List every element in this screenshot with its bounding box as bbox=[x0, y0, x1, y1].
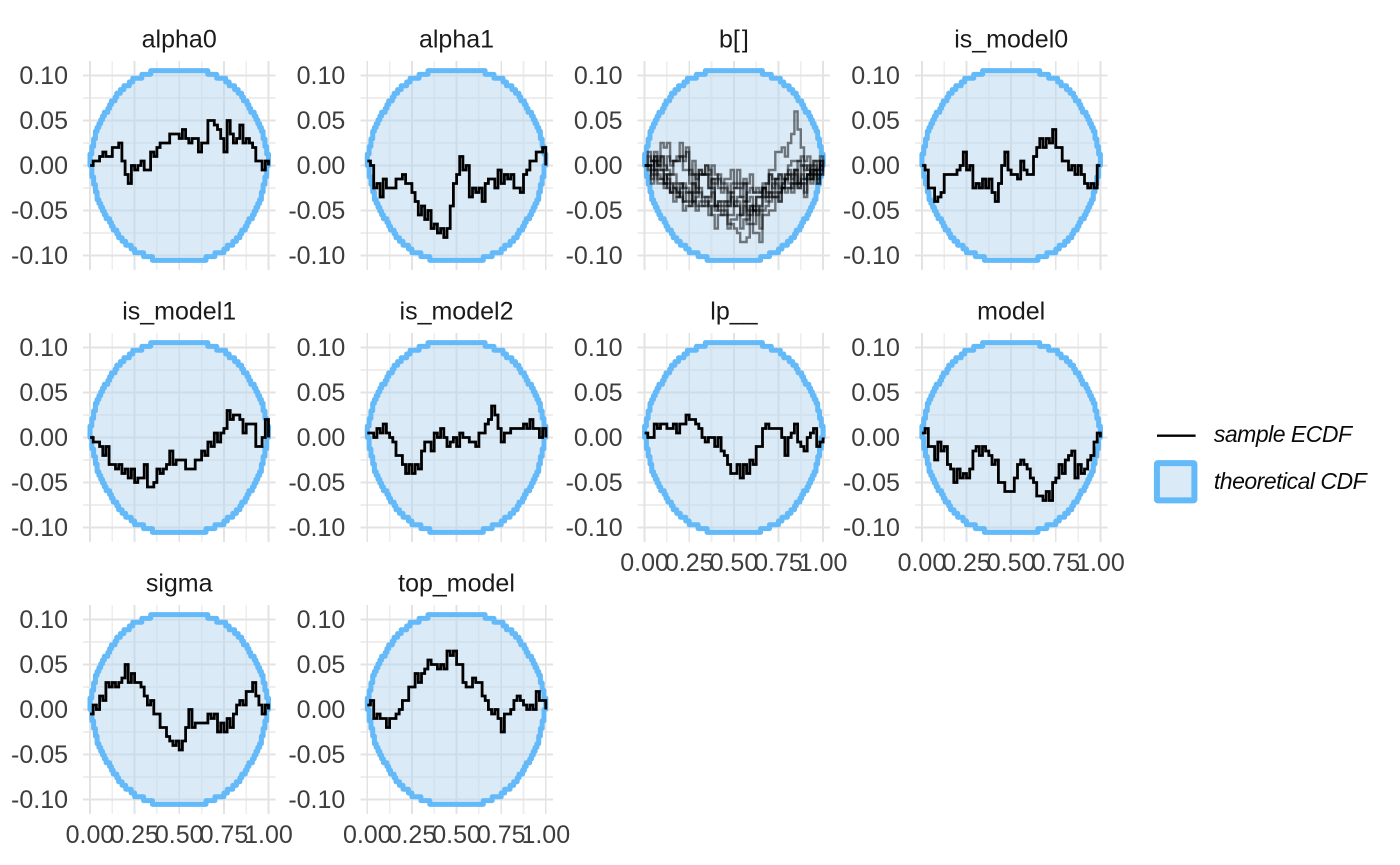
svg-text:0.05: 0.05 bbox=[19, 107, 68, 135]
svg-text:-0.05: -0.05 bbox=[11, 741, 68, 769]
svg-text:0.10: 0.10 bbox=[297, 606, 346, 634]
svg-text:-0.05: -0.05 bbox=[11, 197, 68, 225]
svg-text:-0.10: -0.10 bbox=[843, 242, 900, 270]
svg-text:sample ECDF: sample ECDF bbox=[1214, 421, 1354, 447]
svg-text:0.00: 0.00 bbox=[851, 152, 900, 180]
svg-text:0.00: 0.00 bbox=[19, 696, 68, 724]
svg-text:0.00: 0.00 bbox=[620, 549, 669, 577]
svg-text:0.50: 0.50 bbox=[155, 821, 204, 849]
svg-text:0.25: 0.25 bbox=[665, 549, 714, 577]
svg-text:alpha1: alpha1 bbox=[419, 25, 494, 53]
svg-text:is_model0: is_model0 bbox=[954, 25, 1068, 53]
svg-text:0.00: 0.00 bbox=[297, 696, 346, 724]
svg-text:-0.10: -0.10 bbox=[843, 514, 900, 542]
svg-text:sigma: sigma bbox=[146, 569, 213, 597]
svg-text:0.05: 0.05 bbox=[851, 379, 900, 407]
svg-text:-0.05: -0.05 bbox=[843, 469, 900, 497]
svg-text:0.75: 0.75 bbox=[200, 821, 249, 849]
svg-text:is_model1: is_model1 bbox=[122, 297, 236, 325]
svg-text:0.25: 0.25 bbox=[110, 821, 159, 849]
svg-text:0.00: 0.00 bbox=[297, 152, 346, 180]
svg-text:1.00: 1.00 bbox=[244, 821, 293, 849]
svg-text:0.50: 0.50 bbox=[710, 549, 759, 577]
svg-text:0.05: 0.05 bbox=[297, 107, 346, 135]
svg-text:0.10: 0.10 bbox=[19, 334, 68, 362]
svg-text:0.10: 0.10 bbox=[574, 62, 623, 90]
svg-text:0.10: 0.10 bbox=[19, 62, 68, 90]
svg-text:0.05: 0.05 bbox=[574, 379, 623, 407]
svg-text:model: model bbox=[977, 297, 1045, 325]
svg-text:is_model2: is_model2 bbox=[400, 297, 514, 325]
svg-text:-0.10: -0.10 bbox=[11, 786, 68, 814]
svg-text:-0.05: -0.05 bbox=[288, 197, 345, 225]
svg-text:0.10: 0.10 bbox=[297, 334, 346, 362]
svg-text:-0.10: -0.10 bbox=[566, 514, 623, 542]
svg-text:-0.05: -0.05 bbox=[566, 197, 623, 225]
svg-text:lp__: lp__ bbox=[710, 297, 758, 325]
svg-text:-0.05: -0.05 bbox=[566, 469, 623, 497]
svg-text:0.00: 0.00 bbox=[19, 152, 68, 180]
svg-text:0.10: 0.10 bbox=[19, 606, 68, 634]
svg-text:1.00: 1.00 bbox=[521, 821, 570, 849]
svg-text:0.05: 0.05 bbox=[297, 379, 346, 407]
svg-text:-0.10: -0.10 bbox=[288, 786, 345, 814]
svg-text:1.00: 1.00 bbox=[1076, 549, 1125, 577]
svg-text:0.10: 0.10 bbox=[851, 334, 900, 362]
svg-text:1.00: 1.00 bbox=[799, 549, 848, 577]
svg-text:0.10: 0.10 bbox=[851, 62, 900, 90]
svg-text:alpha0: alpha0 bbox=[142, 25, 217, 53]
svg-text:0.75: 0.75 bbox=[1031, 549, 1080, 577]
svg-text:0.75: 0.75 bbox=[477, 821, 526, 849]
svg-text:-0.10: -0.10 bbox=[11, 514, 68, 542]
svg-text:0.10: 0.10 bbox=[297, 62, 346, 90]
svg-text:0.05: 0.05 bbox=[19, 651, 68, 679]
svg-text:0.05: 0.05 bbox=[297, 651, 346, 679]
svg-text:0.00: 0.00 bbox=[851, 424, 900, 452]
svg-text:0.05: 0.05 bbox=[851, 107, 900, 135]
svg-text:0.25: 0.25 bbox=[942, 549, 991, 577]
svg-text:0.00: 0.00 bbox=[574, 152, 623, 180]
svg-text:theoretical CDF: theoretical CDF bbox=[1214, 468, 1369, 494]
svg-text:0.00: 0.00 bbox=[898, 549, 947, 577]
svg-text:-0.05: -0.05 bbox=[288, 741, 345, 769]
svg-text:0.05: 0.05 bbox=[574, 107, 623, 135]
svg-text:-0.05: -0.05 bbox=[288, 469, 345, 497]
svg-text:-0.10: -0.10 bbox=[11, 242, 68, 270]
svg-text:0.00: 0.00 bbox=[574, 424, 623, 452]
svg-text:0.75: 0.75 bbox=[754, 549, 803, 577]
svg-text:0.00: 0.00 bbox=[297, 424, 346, 452]
svg-text:b[ ]: b[ ] bbox=[719, 25, 749, 53]
svg-text:-0.10: -0.10 bbox=[288, 242, 345, 270]
svg-text:0.50: 0.50 bbox=[432, 821, 481, 849]
svg-text:0.50: 0.50 bbox=[987, 549, 1036, 577]
svg-text:-0.05: -0.05 bbox=[843, 197, 900, 225]
svg-text:0.00: 0.00 bbox=[66, 821, 115, 849]
svg-text:-0.05: -0.05 bbox=[11, 469, 68, 497]
svg-text:0.25: 0.25 bbox=[388, 821, 437, 849]
svg-text:-0.10: -0.10 bbox=[288, 514, 345, 542]
svg-text:-0.10: -0.10 bbox=[566, 242, 623, 270]
svg-text:0.00: 0.00 bbox=[19, 424, 68, 452]
svg-text:0.10: 0.10 bbox=[574, 334, 623, 362]
svg-text:top_model: top_model bbox=[398, 569, 515, 597]
svg-text:0.00: 0.00 bbox=[343, 821, 392, 849]
svg-text:0.05: 0.05 bbox=[19, 379, 68, 407]
